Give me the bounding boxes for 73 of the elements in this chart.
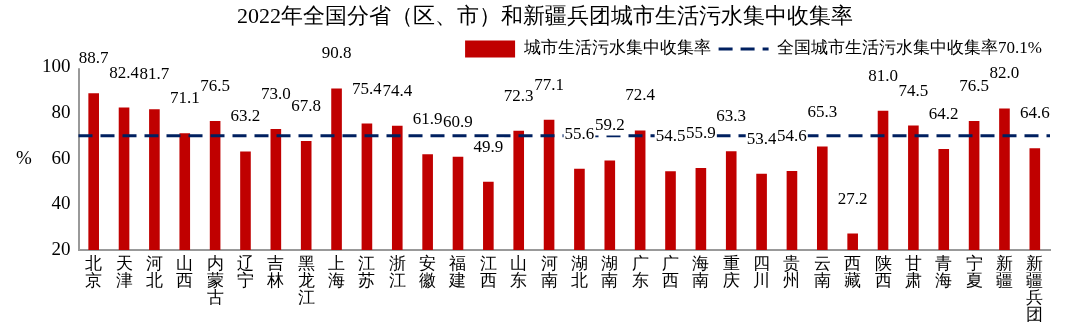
data-label: 71.1: [169, 88, 200, 108]
x-tick-label: 重庆: [722, 253, 740, 290]
x-tick-label: 新疆: [995, 253, 1013, 290]
data-label: 74.5: [898, 80, 929, 100]
data-label: 75.4: [352, 78, 383, 98]
data-label: 81.7: [139, 64, 170, 84]
data-label: 63.2: [230, 106, 261, 126]
x-tick-label: 山西: [176, 253, 194, 290]
x-tick-label: 宁夏: [965, 253, 983, 290]
x-tick-label: 湖南: [601, 253, 619, 290]
data-label: 76.5: [959, 76, 989, 96]
x-tick-label: 吉林: [266, 253, 285, 290]
x-tick-label: 贵州: [783, 253, 801, 290]
data-label: 55.6: [564, 123, 595, 143]
data-label: 67.8: [291, 95, 322, 115]
data-label: 61.9: [412, 109, 443, 129]
x-tick-label: 黑龙江: [297, 253, 315, 307]
x-tick-label: 广西: [662, 253, 680, 290]
x-tick-label: 陕西: [874, 253, 892, 290]
y-tick-label: 100: [42, 55, 71, 77]
x-tick-label: 西藏: [844, 253, 862, 290]
data-label: 73.0: [260, 84, 291, 103]
data-label: 72.3: [503, 85, 534, 105]
x-tick-label: 辽宁: [236, 253, 254, 290]
data-label: 55.9: [685, 123, 716, 143]
data-label: 81.0: [868, 65, 898, 85]
data-label: 63.3: [716, 106, 747, 126]
x-tick-label: 福建: [448, 253, 467, 290]
y-axis-title: %: [16, 146, 33, 168]
data-label: 59.2: [594, 115, 625, 135]
x-tick-label: 湖北: [570, 253, 588, 290]
x-tick-label: 云南: [813, 253, 831, 290]
data-label: 27.2: [837, 188, 868, 208]
x-tick-label: 上海: [328, 253, 346, 290]
data-label: 60.9: [443, 111, 473, 131]
data-label: 49.9: [473, 136, 504, 156]
y-tick-label: 20: [51, 237, 71, 259]
legend-label: 城市生活污水集中收集率: [522, 38, 711, 58]
data-label: 77.1: [534, 74, 564, 94]
x-tick-label: 四川: [753, 253, 771, 290]
data-label: 82.0: [989, 63, 1020, 83]
data-label: 82.4: [109, 62, 140, 82]
x-tick-label: 天津: [115, 253, 133, 290]
x-tick-label: 青海: [935, 253, 953, 290]
x-tick-label: 山东: [510, 253, 528, 290]
x-tick-label: 内蒙古: [206, 253, 224, 307]
x-tick-label: 北京: [85, 253, 103, 290]
y-tick-label: 60: [51, 146, 71, 168]
y-tick-label: 80: [51, 101, 71, 123]
x-tick-label: 甘肃: [904, 253, 922, 290]
data-label: 53.4: [746, 128, 777, 148]
chart-title: 2022年全国分省（区、市）和新疆兵团城市生活污水集中收集率: [237, 2, 853, 28]
data-label: 72.4: [625, 85, 656, 105]
data-label: 74.4: [382, 80, 413, 100]
x-tick-label: 河南: [540, 253, 558, 290]
data-label: 54.6: [777, 125, 807, 145]
x-tick-label: 江西: [479, 253, 497, 290]
y-tick-label: 40: [51, 192, 71, 214]
data-label: 65.3: [807, 101, 838, 121]
x-tick-label: 海南: [692, 253, 710, 290]
x-tick-label: 河北: [145, 253, 163, 290]
data-label: 90.8: [321, 43, 352, 63]
x-tick-label: 江苏: [358, 253, 376, 290]
x-tick-label: 广东: [631, 253, 649, 290]
data-label: 64.2: [928, 104, 959, 124]
data-label: 64.6: [1019, 103, 1050, 123]
data-label: 88.7: [78, 48, 110, 68]
x-tick-label: 浙江: [388, 253, 406, 290]
x-tick-label: 新疆兵团: [1026, 253, 1044, 324]
data-label: 54.5: [655, 126, 686, 146]
data-label: 76.5: [200, 76, 230, 96]
legend-label: 全国城市生活污水集中收集率70.1%: [777, 38, 1043, 58]
x-tick-label: 安徽: [419, 253, 437, 290]
